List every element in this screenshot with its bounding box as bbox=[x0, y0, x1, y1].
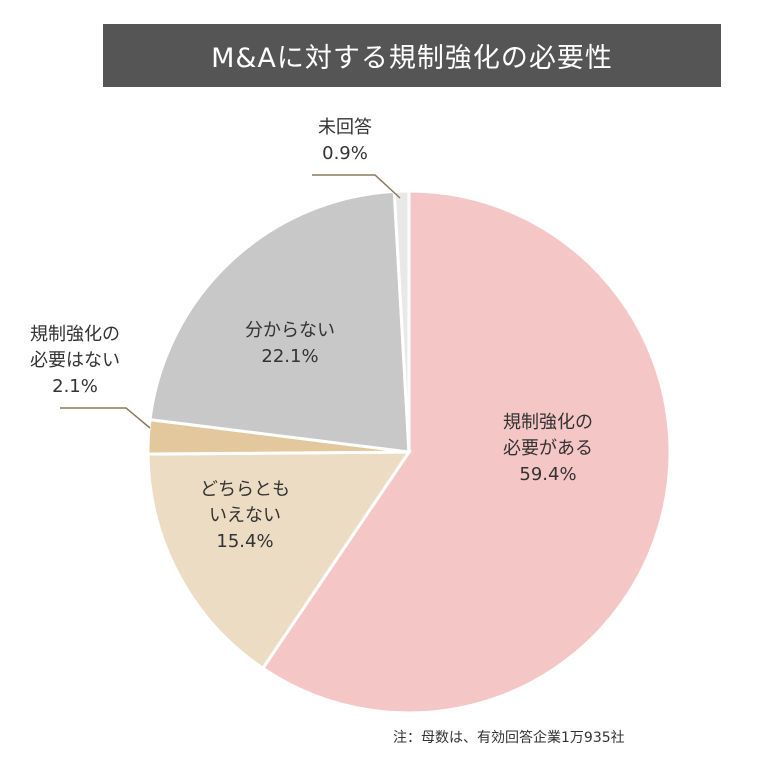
slice-category-label: 規制強化の bbox=[30, 324, 120, 345]
slice-value-label: 59.4% bbox=[519, 464, 576, 485]
pie-slice bbox=[260, 189, 672, 715]
slice-category-label: 必要はない bbox=[30, 350, 120, 371]
slice-value-label: 22.1% bbox=[261, 346, 318, 367]
footnote: 注：母数は、有効回答企業1万935社 bbox=[393, 730, 625, 746]
slice-category-label: 規制強化の bbox=[503, 412, 593, 433]
slice-category-label: 分からない bbox=[245, 320, 335, 341]
pie-slice bbox=[148, 189, 411, 454]
chart-title: M&Aに対する規制強化の必要性 bbox=[211, 43, 613, 74]
leader-line bbox=[312, 174, 401, 199]
leader-line bbox=[60, 407, 151, 429]
pie-slice bbox=[392, 189, 411, 453]
chart-title-bar: M&Aに対する規制強化の必要性 bbox=[103, 24, 721, 87]
slice-category-label: 必要がある bbox=[503, 438, 593, 459]
pie-slice bbox=[146, 450, 412, 671]
slice-value-label: 0.9% bbox=[322, 143, 368, 164]
slice-category-label: 未回答 bbox=[318, 117, 372, 138]
slice-value-label: 2.1% bbox=[52, 376, 98, 397]
slice-category-label: いえない bbox=[209, 505, 281, 526]
slice-category-label: どちらとも bbox=[200, 479, 290, 500]
slice-value-label: 15.4% bbox=[216, 531, 273, 552]
